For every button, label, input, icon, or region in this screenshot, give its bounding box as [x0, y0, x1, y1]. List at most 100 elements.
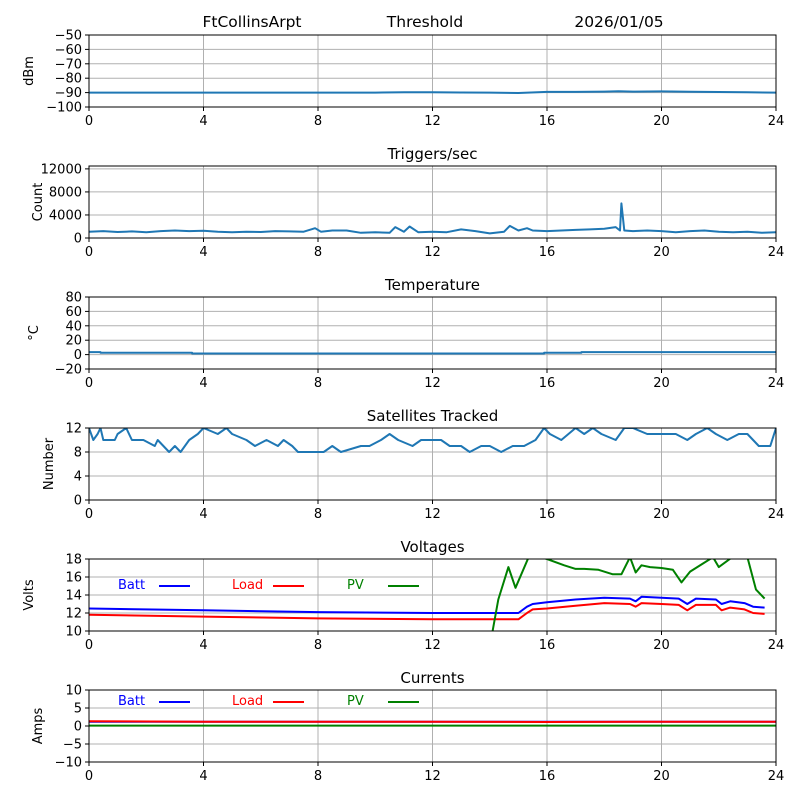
- x-tick-label: 20: [653, 769, 670, 784]
- series-line-satellites: [89, 428, 776, 453]
- x-tick-label: 0: [85, 638, 93, 653]
- x-tick-label: 0: [85, 114, 93, 129]
- x-tick-label: 16: [539, 245, 556, 260]
- x-tick-label: 24: [768, 114, 785, 129]
- x-tick-label: 12: [424, 507, 441, 522]
- x-tick-label: 8: [314, 507, 322, 522]
- x-tick-label: 20: [653, 245, 670, 260]
- x-tick-label: 16: [539, 114, 556, 129]
- y-tick-label: 0: [74, 494, 82, 509]
- y-tick-label: 10: [65, 625, 82, 640]
- x-tick-label: 16: [539, 769, 556, 784]
- panel-satellites: 0 4 8 12 16 20 24 0 4 8 12 Satellites Tracked Number: [42, 407, 784, 522]
- series-group: [89, 720, 776, 727]
- x-tick-label: 20: [653, 114, 670, 129]
- y-tick-label: −80: [55, 72, 82, 87]
- y-axis-label: Number: [42, 437, 57, 490]
- x-tick-label: 12: [424, 638, 441, 653]
- legend-label-load: Load: [232, 578, 263, 593]
- y-tick-label: −20: [55, 363, 82, 378]
- series-line-triggers: [89, 202, 776, 235]
- x-tick-label: 4: [199, 114, 207, 129]
- series-group: [89, 428, 776, 453]
- y-tick-label: 12: [65, 607, 82, 622]
- x-tick-label: 24: [768, 376, 785, 391]
- series-line-pv: [491, 559, 766, 631]
- y-tick-label: 60: [65, 305, 82, 320]
- y-tick-label: 10: [65, 684, 82, 699]
- x-tick-label: 4: [199, 376, 207, 391]
- x-tick-label: 0: [85, 769, 93, 784]
- chart-title: Triggers/sec: [387, 145, 478, 163]
- y-axis-label: Volts: [22, 579, 37, 611]
- y-tick-label: 0: [74, 348, 82, 363]
- y-axis-label: Count: [31, 183, 46, 222]
- series-line-load: [89, 602, 765, 621]
- chart-title: Voltages: [400, 538, 464, 556]
- y-tick-label: −60: [55, 43, 82, 58]
- x-tick-label: 24: [768, 638, 785, 653]
- x-tick-label: 8: [314, 638, 322, 653]
- y-tick-label: −10: [55, 756, 82, 771]
- series-line-temperature: [89, 351, 776, 355]
- x-tick-label: 8: [314, 114, 322, 129]
- y-tick-label: −5: [63, 738, 82, 753]
- x-tick-label: 8: [314, 376, 322, 391]
- x-tick-label: 8: [314, 245, 322, 260]
- legend-label-pv: PV: [347, 578, 364, 593]
- legend-label-batt: Batt: [118, 578, 145, 593]
- series-line-threshold: [89, 90, 776, 94]
- x-tick-label: 12: [424, 114, 441, 129]
- y-axis-label: dBm: [22, 56, 37, 86]
- header-date: 2026/01/05: [574, 13, 663, 31]
- series-group: [89, 90, 776, 94]
- x-tick-label: 16: [539, 507, 556, 522]
- x-tick-label: 20: [653, 638, 670, 653]
- y-axis-label: °C: [27, 325, 42, 341]
- x-tick-label: 12: [424, 376, 441, 391]
- y-tick-label: 4: [74, 470, 82, 485]
- y-tick-label: 0: [74, 232, 82, 247]
- panel-threshold: 0 4 8 12 16 20 24 −100−90−80−70−60−50 dBm: [22, 29, 784, 130]
- series-group: [89, 202, 776, 235]
- y-tick-label: 12: [65, 422, 82, 437]
- panel-triggers: 0 4 8 12 16 20 24 0 4000 8000 12000 Triggers/sec Cou…: [31, 145, 784, 260]
- y-tick-label: 8000: [49, 185, 82, 200]
- x-tick-label: 4: [199, 507, 207, 522]
- x-tick-label: 4: [199, 638, 207, 653]
- y-tick-label: −70: [55, 57, 82, 72]
- panel-voltages: 0 4 8 12 16 20 24 10 12 14 16 18 Voltages Volts Batt Lo…: [22, 538, 784, 653]
- x-tick-label: 16: [539, 638, 556, 653]
- panel-currents: 0 4 8 12 16 20 24 −10 −5 0 5 10 Currents Amps Batt Load…: [31, 669, 784, 784]
- y-tick-label: 14: [65, 589, 82, 604]
- header-mode: Threshold: [386, 13, 463, 31]
- series-line-load: [89, 720, 776, 723]
- x-tick-label: 0: [85, 245, 93, 260]
- series-line-batt: [89, 595, 765, 614]
- x-tick-label: 24: [768, 769, 785, 784]
- x-tick-label: 0: [85, 376, 93, 391]
- y-tick-label: 80: [65, 291, 82, 306]
- y-tick-label: −100: [46, 101, 82, 116]
- y-tick-label: 20: [65, 334, 82, 349]
- x-tick-label: 4: [199, 769, 207, 784]
- chart-title: Satellites Tracked: [367, 407, 498, 425]
- x-tick-label: 0: [85, 507, 93, 522]
- x-tick-label: 12: [424, 769, 441, 784]
- chart-title: Currents: [400, 669, 464, 687]
- legend-label-pv: PV: [347, 694, 364, 709]
- x-tick-label: 20: [653, 507, 670, 522]
- chart-title: Temperature: [384, 276, 480, 294]
- x-tick-label: 8: [314, 769, 322, 784]
- x-tick-label: 24: [768, 245, 785, 260]
- series-group: [89, 351, 776, 355]
- y-tick-label: −50: [55, 29, 82, 44]
- y-tick-label: 16: [65, 571, 82, 586]
- series-group: [89, 559, 766, 631]
- header-station: FtCollinsArpt: [202, 13, 301, 31]
- x-tick-label: 24: [768, 507, 785, 522]
- y-tick-label: 0: [74, 720, 82, 735]
